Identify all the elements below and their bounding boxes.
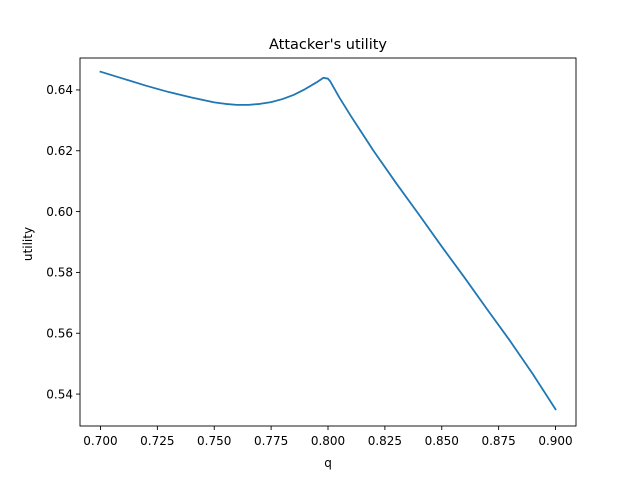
y-axis-label: utility — [21, 227, 35, 261]
x-tick-label-1: 0.725 — [140, 434, 174, 448]
x-tick-label-7: 0.875 — [481, 434, 515, 448]
x-tick-label-0: 0.700 — [83, 434, 117, 448]
y-tick-label-1: 0.56 — [46, 327, 73, 341]
plot-area: 0.700 0.725 0.750 0.775 0.800 0.825 0.850 0.875… — [46, 57, 577, 448]
y-tick-label-3: 0.60 — [46, 205, 73, 219]
y-tick-label-0: 0.54 — [46, 387, 73, 401]
y-tick-label-2: 0.58 — [46, 266, 73, 280]
x-tick-label-6: 0.850 — [425, 434, 459, 448]
y-tick-label-5: 0.64 — [46, 83, 73, 97]
chart-title: Attacker's utility — [269, 37, 387, 53]
series-line-0 — [99, 70, 557, 411]
x-axis-label: q — [324, 456, 332, 470]
x-tick-label-2: 0.750 — [197, 434, 231, 448]
x-tick-label-5: 0.825 — [368, 434, 402, 448]
x-tick-label-3: 0.775 — [254, 434, 288, 448]
y-tick-label-4: 0.62 — [46, 144, 73, 158]
x-tick-label-8: 0.900 — [538, 434, 572, 448]
x-tick-label-4: 0.800 — [311, 434, 345, 448]
axes-frame — [79, 57, 577, 427]
